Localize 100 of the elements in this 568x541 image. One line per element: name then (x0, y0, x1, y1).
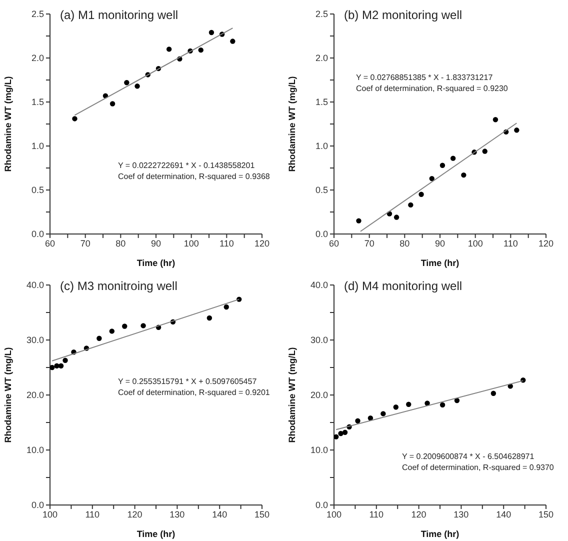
point (224, 304, 229, 310)
y-tick-label: 30.0 (26, 334, 44, 345)
annotation: Coef of determination, R-squared = 0.9230 (356, 83, 508, 94)
chart-title: (b) M2 monitoring well (344, 8, 462, 22)
y-tick-label: 1.5 (31, 97, 44, 108)
point (490, 390, 496, 396)
x-tick-label: 60 (44, 238, 56, 248)
y-tick-label: 1.0 (315, 141, 328, 152)
point (393, 404, 399, 410)
y-tick-label: 40.0 (310, 280, 328, 290)
x-tick-label: 110 (85, 508, 100, 519)
x-tick-label: 130 (170, 508, 185, 519)
x-axis-title: Time (hr) (136, 258, 176, 268)
y-tick-label: 10.0 (310, 444, 328, 455)
x-axis-title: Time (hr) (420, 528, 460, 538)
y-tick-label: 2.5 (315, 9, 328, 20)
x-tick-label: 120 (411, 508, 426, 519)
point (109, 328, 115, 334)
y-tick-label: 2.0 (31, 53, 44, 64)
x-tick-label: 150 (254, 508, 270, 519)
y-axis-title: Rhodamine WT (mg/L) (3, 346, 14, 442)
annotation: Y = 0.02768851385 * X - 1.833731217 (356, 72, 494, 83)
point (424, 400, 430, 406)
point (72, 116, 78, 122)
x-axis-title: Time (hr) (136, 528, 176, 538)
point (514, 128, 520, 133)
point (230, 38, 236, 44)
point (124, 80, 130, 86)
y-tick-label: 1.0 (31, 141, 44, 152)
x-tick-label: 110 (369, 508, 384, 519)
point (450, 156, 456, 161)
y-tick-label: 1.5 (315, 97, 328, 108)
x-tick-label: 110 (503, 238, 518, 248)
y-tick-label: 20.0 (26, 390, 44, 400)
point (355, 418, 360, 423)
y-tick-label: 0.0 (31, 500, 44, 510)
annotation: Coef of determination, R-squared = 0.9370 (402, 462, 554, 472)
x-tick-label: 70 (80, 238, 90, 248)
point (408, 202, 414, 208)
annotation: Coef of determination, R-squared = 0.9368 (118, 171, 270, 182)
point (418, 192, 424, 197)
point (334, 434, 339, 439)
x-tick-label: 80 (116, 238, 126, 248)
point (96, 335, 102, 340)
chart-title: (d) M4 monitoring well (344, 278, 462, 292)
point (208, 30, 214, 36)
point (62, 357, 68, 362)
x-axis-title: Time (hr) (420, 258, 460, 268)
x-tick-label: 140 (212, 508, 228, 519)
chart-title: (a) M1 monitoring well (60, 8, 178, 22)
y-tick-label: 0.5 (31, 185, 44, 196)
point (140, 322, 146, 328)
point (58, 362, 64, 368)
x-tick-label: 80 (400, 238, 410, 248)
x-tick-label: 90 (434, 238, 446, 248)
x-tick-label: 100 (468, 238, 483, 248)
y-tick-label: 10.0 (26, 444, 44, 455)
x-tick-label: 120 (127, 508, 142, 519)
point (342, 429, 348, 434)
x-tick-label: 100 (42, 508, 58, 519)
point (394, 214, 400, 220)
point (380, 410, 386, 416)
x-tick-label: 70 (364, 238, 374, 248)
annotation: Y = 0.2553515791 * X + 0.5097605457 (118, 376, 258, 386)
chart-title: (c) M3 monitroing well (60, 278, 178, 292)
x-tick-label: 60 (328, 238, 340, 248)
point (198, 47, 204, 53)
y-tick-label: 0.0 (315, 500, 328, 510)
annotation: Y = 0.0222722691 * X - 0.1438558201 (118, 160, 256, 171)
point (429, 176, 434, 182)
y-tick-label: 0.0 (31, 229, 44, 240)
point (492, 117, 498, 122)
x-tick-label: 110 (219, 238, 234, 248)
point (406, 401, 412, 406)
x-tick-label: 120 (538, 238, 554, 248)
point (368, 415, 374, 420)
x-tick-label: 150 (538, 508, 554, 519)
point (440, 402, 446, 407)
y-tick-label: 20.0 (310, 390, 328, 400)
x-tick-label: 130 (454, 508, 469, 519)
x-tick-label: 120 (254, 238, 270, 248)
y-tick-label: 0.5 (315, 185, 328, 196)
annotation: Coef of determination, R-squared = 0.9201 (118, 386, 270, 398)
y-axis-title: Rhodamine WT (mg/L) (3, 76, 14, 172)
point (440, 162, 446, 168)
point (356, 218, 362, 224)
point (134, 84, 140, 89)
point (206, 314, 212, 320)
point (482, 148, 488, 154)
y-tick-label: 0.0 (315, 229, 328, 240)
point (50, 364, 55, 370)
point (461, 172, 466, 178)
y-axis-title: Rhodamine WT (mg/L) (287, 76, 298, 172)
point (166, 46, 172, 52)
y-tick-label: 40.0 (26, 280, 44, 290)
x-tick-label: 100 (184, 238, 199, 248)
y-tick-label: 2.5 (31, 9, 44, 20)
x-tick-label: 140 (496, 508, 512, 519)
y-axis-title: Rhodamine WT (mg/L) (287, 346, 298, 442)
y-tick-label: 2.0 (315, 53, 328, 64)
